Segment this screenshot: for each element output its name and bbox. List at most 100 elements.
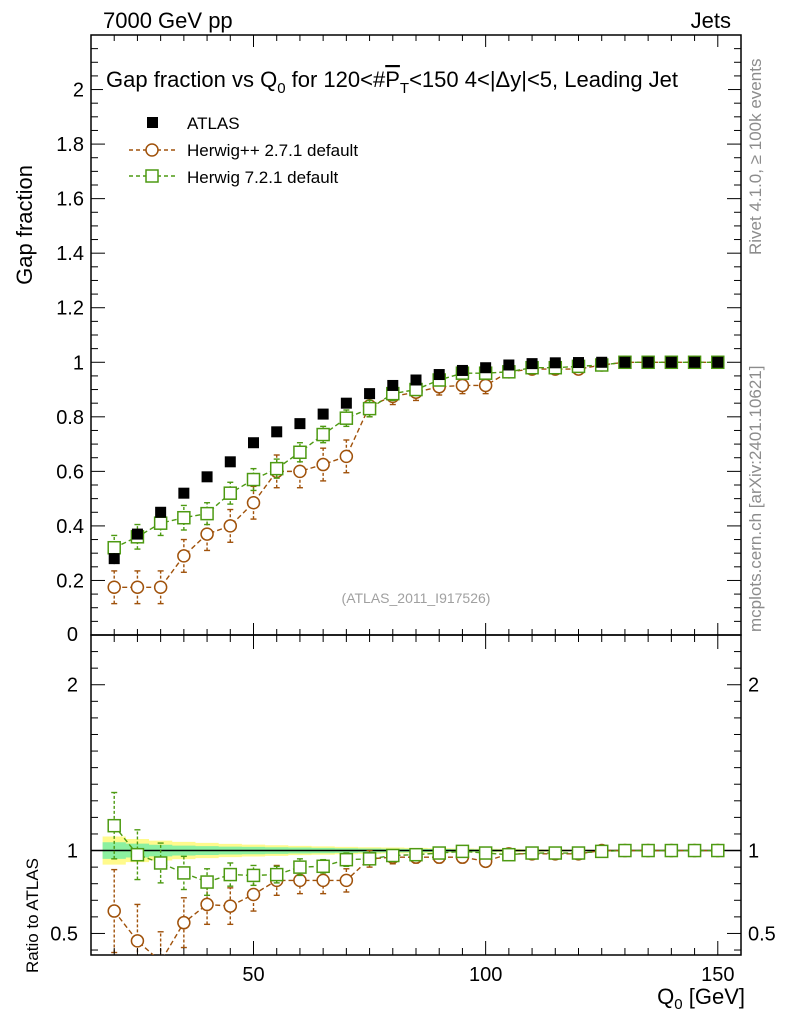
main-ytick-label: 1.2 (56, 298, 84, 320)
ratio-point-herwig7 (409, 847, 423, 862)
main-point-herwig7 (246, 472, 261, 487)
ratio-series-herwig7 (107, 791, 725, 897)
ratio-xtick-label: 150 (701, 964, 734, 986)
atlas-point (364, 388, 376, 400)
main-point-herwigpp (246, 495, 261, 510)
main-point-herwig7 (362, 401, 377, 416)
ratio-point-herwig7 (525, 846, 539, 860)
main-point-herwigpp (153, 580, 168, 595)
atlas-point (340, 397, 352, 409)
ratio-ytick-label: 0.5 (50, 923, 78, 945)
ratio-ytick-label: 2 (67, 675, 78, 697)
atlas-point (642, 356, 654, 368)
main-point-herwig7 (293, 445, 307, 460)
ratio-series-herwigpp (107, 843, 725, 955)
ratio-point-herwig7 (316, 859, 330, 874)
main-ytick-label: 0.6 (56, 461, 84, 483)
main-point-herwigpp (223, 519, 238, 533)
ratio-point-herwig7 (478, 846, 493, 860)
main-point-herwig7 (339, 411, 354, 425)
main-point-herwig7 (269, 461, 284, 476)
atlas-point (271, 426, 283, 438)
ratio-point-herwig7 (246, 868, 261, 883)
ratio-point-herwig7 (362, 852, 377, 866)
ratio-point-herwig7 (711, 843, 725, 858)
atlas-point (224, 456, 236, 468)
atlas-point (155, 506, 167, 518)
main-series-atlas (108, 356, 724, 565)
ratio-xtick-label: 100 (469, 964, 502, 986)
ratio-ytick-label: 1 (67, 841, 78, 863)
main-point-herwig7 (107, 540, 121, 555)
ratio-point-herwig7 (107, 818, 121, 833)
x-axis-label: Q0 [GeV] (657, 984, 745, 1013)
ratio-ytick-label-right: 1 (748, 841, 759, 863)
ratio-point-herwig7 (641, 843, 655, 858)
atlas-point (689, 356, 701, 368)
ratio-point-herwig7 (293, 860, 307, 874)
mcplots-credit-label: mcplots.cern.ch [arXiv:2401.10621] (746, 366, 765, 632)
main-ytick-label: 0.2 (56, 570, 84, 592)
ratio-point-herwig7 (455, 844, 470, 859)
legend-label-atlas: ATLAS (187, 114, 240, 133)
ratio-point-herwig7 (571, 846, 586, 860)
main-point-herwigpp (177, 549, 191, 563)
main-point-herwig7 (153, 516, 168, 530)
ratio-ytick-label-right: 0.5 (748, 923, 776, 945)
atlas-point (712, 356, 724, 368)
atlas-point (503, 359, 515, 371)
ratio-panel: 0.5 0.5 1 1 2 2 50 100 150 (50, 634, 776, 986)
atlas-point (619, 356, 631, 368)
ratio-point-herwig7 (200, 875, 214, 889)
legend-label-herwigpp: Herwig++ 2.7.1 default (187, 141, 358, 160)
main-point-herwigpp (107, 580, 121, 595)
ratio-ylabel: Ratio to ATLAS (23, 858, 42, 973)
ratio-point-herwig7 (130, 847, 145, 862)
main-marks (107, 355, 725, 605)
ratio-point-herwig7 (594, 844, 609, 859)
ratio-point-herwigpp (177, 915, 191, 930)
main-series-herwig7 (107, 355, 725, 561)
atlas-point (456, 364, 468, 376)
main-ytick-label: 1.6 (56, 189, 84, 211)
header-category-label: Jets (691, 8, 731, 33)
main-point-herwig7 (223, 486, 238, 500)
ratio-point-herwig7 (502, 847, 516, 862)
main-point-herwigpp (293, 464, 307, 479)
ratio-marks (91, 791, 741, 955)
ratio-point-herwigpp (130, 934, 145, 948)
ratio-point-herwig7 (664, 843, 679, 858)
main-point-herwig7 (177, 510, 191, 525)
atlas-point (201, 471, 213, 483)
ratio-point-herwigpp (246, 887, 261, 902)
main-ylabel: Gap fraction (12, 165, 37, 285)
legend: ATLAS Herwig++ 2.7.1 default Herwig 7.2.… (129, 114, 358, 187)
atlas-point (549, 357, 561, 369)
ratio-point-herwigpp (339, 873, 354, 888)
analysis-watermark: (ATLAS_2011_I917526) (342, 590, 491, 606)
main-panel: 0.2 0.4 0.6 0.8 1 1.2 1.4 1.6 1.8 2 0 (56, 34, 742, 646)
ratio-point-herwigpp (316, 873, 330, 888)
plot-title-text: Gap fraction vs Q0 for 120<#PT<150 4<|Δy… (106, 67, 678, 97)
legend-label-herwig7: Herwig 7.2.1 default (187, 168, 338, 187)
ratio-ytick-label-right: 2 (748, 675, 759, 697)
main-ytick-label: 1.4 (56, 243, 84, 265)
ratio-frame (90, 634, 742, 956)
ratio-point-herwigpp (107, 904, 121, 918)
ratio-point-herwig7 (687, 843, 702, 858)
ratio-point-herwig7 (269, 867, 284, 882)
atlas-point (410, 374, 422, 386)
plot-title: Gap fraction vs Q0 for 120<#PT<150 4<|Δy… (103, 67, 728, 97)
ratio-point-herwigpp (200, 897, 214, 912)
main-point-herwigpp (130, 580, 145, 595)
ratio-point-herwig7 (339, 852, 354, 867)
main-ytick-label: 1.8 (56, 134, 84, 156)
atlas-point (433, 369, 445, 381)
main-point-herwigpp (200, 527, 214, 541)
legend-marker-herwig7 (145, 169, 159, 183)
atlas-point (387, 379, 399, 391)
ratio-point-herwig7 (386, 848, 400, 863)
atlas-point (294, 418, 306, 430)
main-ytick-label: 0.4 (56, 516, 84, 538)
